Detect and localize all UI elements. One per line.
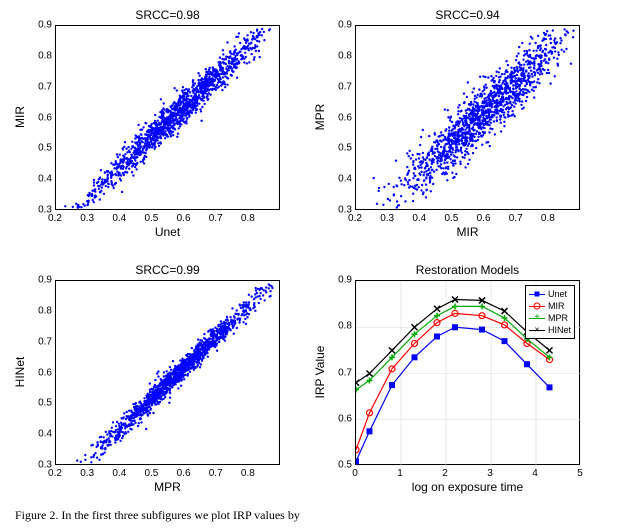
plot-area-bottomright: Unet MIR + MPR × HINet bbox=[355, 280, 580, 465]
ylabel-bottomleft: HINet bbox=[13, 322, 27, 422]
legend-label: HINet bbox=[548, 325, 571, 335]
xlabel-bottomleft: MPR bbox=[55, 480, 280, 494]
xlabel-bottomright: log on exposure time bbox=[355, 480, 580, 494]
ylabel-bottomright: IRP Value bbox=[313, 317, 327, 427]
ytick: 0.6 bbox=[327, 112, 352, 123]
legend-item: × HINet bbox=[529, 324, 571, 336]
legend-label: MIR bbox=[548, 301, 565, 311]
ytick: 0.6 bbox=[27, 367, 52, 378]
xtick: 0.5 bbox=[144, 213, 158, 224]
xtick: 0.3 bbox=[380, 213, 394, 224]
panel-bottomleft: SRCC=0.99 HINet MPR 0.20.30.40.50.60.70.… bbox=[0, 255, 300, 505]
panel-topright-title: SRCC=0.94 bbox=[355, 8, 580, 22]
legend-item: + MPR bbox=[529, 312, 571, 324]
ytick: 0.9 bbox=[327, 275, 352, 286]
figure-container: SRCC=0.98 MIR Unet 0.20.30.40.50.60.70.8… bbox=[0, 0, 620, 530]
ytick: 0.8 bbox=[327, 50, 352, 61]
panel-topleft: SRCC=0.98 MIR Unet 0.20.30.40.50.60.70.8… bbox=[0, 0, 300, 250]
ytick: 0.7 bbox=[327, 367, 352, 378]
xlabel-topleft: Unet bbox=[55, 225, 280, 239]
ytick: 0.3 bbox=[27, 205, 52, 216]
panel-bottomright: Restoration Models Unet MIR + MPR × HINe… bbox=[300, 255, 600, 505]
scatter-svg-topleft bbox=[56, 26, 281, 211]
scatter-svg-bottomleft bbox=[56, 281, 281, 466]
ytick: 0.4 bbox=[27, 429, 52, 440]
xtick: 4 bbox=[532, 468, 538, 479]
panel-topleft-title: SRCC=0.98 bbox=[55, 8, 280, 22]
ytick: 0.3 bbox=[327, 205, 352, 216]
ylabel-topleft: MIR bbox=[13, 67, 27, 167]
ytick: 0.4 bbox=[327, 174, 352, 185]
ytick: 0.7 bbox=[327, 81, 352, 92]
xtick: 0.8 bbox=[541, 213, 555, 224]
xlabel-topright: MIR bbox=[355, 225, 580, 239]
panel-topright: SRCC=0.94 MPR MIR 0.20.30.40.50.60.70.80… bbox=[300, 0, 600, 250]
ytick: 0.8 bbox=[27, 50, 52, 61]
xtick: 0.4 bbox=[112, 468, 126, 479]
plot-area-bottomleft bbox=[55, 280, 280, 465]
xtick: 3 bbox=[487, 468, 493, 479]
xtick: 0.7 bbox=[209, 213, 223, 224]
xtick: 0.5 bbox=[444, 213, 458, 224]
xtick: 0.6 bbox=[477, 213, 491, 224]
xtick: 1 bbox=[397, 468, 403, 479]
xtick: 0.8 bbox=[241, 213, 255, 224]
ytick: 0.6 bbox=[27, 112, 52, 123]
legend-label: Unet bbox=[548, 289, 567, 299]
legend-label: MPR bbox=[548, 313, 568, 323]
ytick: 0.5 bbox=[327, 460, 352, 471]
xtick: 2 bbox=[442, 468, 448, 479]
xtick: 0.5 bbox=[144, 468, 158, 479]
panel-bottomright-title: Restoration Models bbox=[355, 263, 580, 277]
scatter-svg-topright bbox=[356, 26, 581, 211]
xtick: 5 bbox=[577, 468, 583, 479]
legend: Unet MIR + MPR × HINet bbox=[525, 285, 575, 339]
ytick: 0.8 bbox=[27, 305, 52, 316]
xtick: 0.3 bbox=[80, 213, 94, 224]
ytick: 0.5 bbox=[27, 398, 52, 409]
ytick: 0.5 bbox=[327, 143, 352, 154]
xtick: 0.7 bbox=[209, 468, 223, 479]
legend-item: Unet bbox=[529, 288, 571, 300]
ytick: 0.5 bbox=[27, 143, 52, 154]
ytick: 0.6 bbox=[327, 413, 352, 424]
figure-caption: Figure 2. In the first three subfigures … bbox=[15, 508, 300, 523]
ytick: 0.8 bbox=[327, 321, 352, 332]
xtick: 0.6 bbox=[177, 468, 191, 479]
ytick: 0.9 bbox=[27, 275, 52, 286]
xtick: 0.6 bbox=[177, 213, 191, 224]
ytick: 0.9 bbox=[327, 20, 352, 31]
xtick: 0.7 bbox=[509, 213, 523, 224]
xtick: 0.3 bbox=[80, 468, 94, 479]
ylabel-topright: MPR bbox=[313, 67, 327, 167]
legend-item: MIR bbox=[529, 300, 571, 312]
xtick: 0 bbox=[352, 468, 358, 479]
xtick: 0.4 bbox=[412, 213, 426, 224]
xtick: 0.8 bbox=[241, 468, 255, 479]
xtick: 0.4 bbox=[112, 213, 126, 224]
ytick: 0.9 bbox=[27, 20, 52, 31]
plot-area-topright bbox=[355, 25, 580, 210]
ytick: 0.7 bbox=[27, 336, 52, 347]
ytick: 0.3 bbox=[27, 460, 52, 471]
panel-bottomleft-title: SRCC=0.99 bbox=[55, 263, 280, 277]
ytick: 0.4 bbox=[27, 174, 52, 185]
plot-area-topleft bbox=[55, 25, 280, 210]
ytick: 0.7 bbox=[27, 81, 52, 92]
